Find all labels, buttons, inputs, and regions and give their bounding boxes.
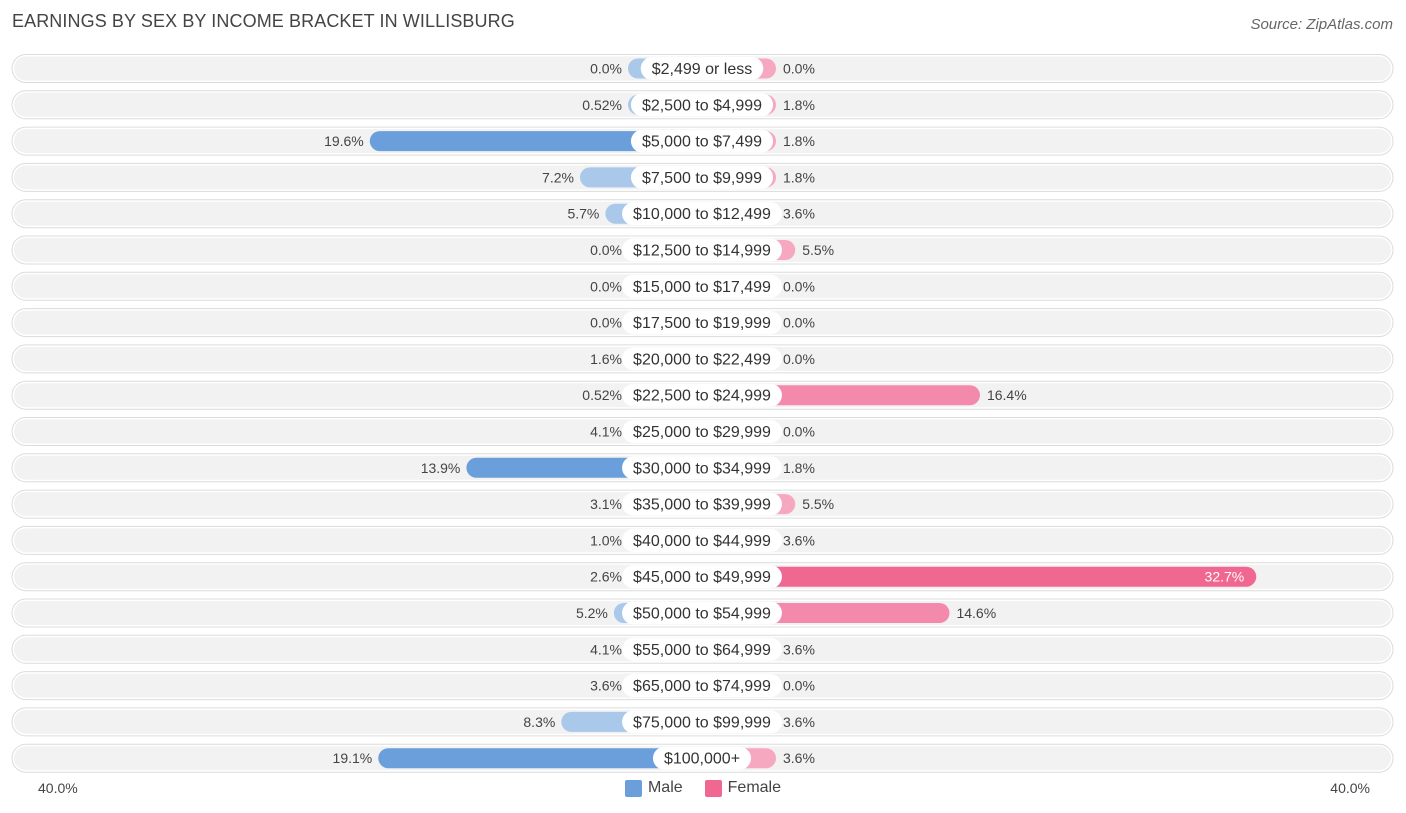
axis-label-left: 40.0% xyxy=(38,780,78,796)
category-label-pill xyxy=(622,710,782,734)
category-label-pill xyxy=(622,528,782,552)
category-label-pill xyxy=(622,456,782,480)
male-value-label: 5.7% xyxy=(567,206,599,222)
male-bar xyxy=(378,748,702,769)
category-label-pill xyxy=(622,274,782,298)
female-value-label: 1.8% xyxy=(783,97,815,113)
female-bar xyxy=(702,566,1257,587)
category-label-pill xyxy=(630,93,774,117)
category-label-pill xyxy=(622,601,782,625)
male-value-label: 4.1% xyxy=(590,641,622,657)
category-label-pill xyxy=(622,238,782,262)
female-value-label: 16.4% xyxy=(987,387,1027,403)
category-label: $10,000 to $12,499 xyxy=(633,206,771,223)
category-label: $2,499 or less xyxy=(652,61,753,78)
female-value-label: 1.8% xyxy=(783,460,815,476)
legend: Male Female xyxy=(0,778,1406,798)
category-label-pill xyxy=(622,674,782,698)
category-label: $7,500 to $9,999 xyxy=(642,170,762,187)
category-label: $17,500 to $19,999 xyxy=(633,315,771,332)
male-value-label: 5.2% xyxy=(576,605,608,621)
category-label: $20,000 to $22,499 xyxy=(633,351,771,368)
category-label: $35,000 to $39,999 xyxy=(633,497,771,514)
legend-label-female: Female xyxy=(727,779,782,796)
category-label: $25,000 to $29,999 xyxy=(633,424,771,441)
category-label: $30,000 to $34,999 xyxy=(633,460,771,477)
female-value-label: 3.6% xyxy=(783,641,815,657)
female-value-label: 32.7% xyxy=(1205,569,1245,585)
category-label: $55,000 to $64,999 xyxy=(633,642,771,659)
male-bar xyxy=(369,131,702,152)
legend-item-male: Male xyxy=(624,778,683,798)
male-value-label: 1.0% xyxy=(590,532,622,548)
chart-title: EARNINGS BY SEX BY INCOME BRACKET IN WIL… xyxy=(12,11,515,31)
category-label: $100,000+ xyxy=(664,751,740,768)
category-label-pill xyxy=(622,492,782,516)
female-value-label: 0.0% xyxy=(783,678,815,694)
axis-label-right: 40.0% xyxy=(1330,780,1370,796)
female-value-label: 1.8% xyxy=(783,133,815,149)
category-label: $45,000 to $49,999 xyxy=(633,569,771,586)
female-value-label: 3.6% xyxy=(783,750,815,766)
male-value-label: 19.1% xyxy=(333,750,373,766)
female-value-label: 1.8% xyxy=(783,169,815,185)
legend-label-male: Male xyxy=(647,779,683,796)
category-label-pill xyxy=(622,637,782,661)
female-value-label: 0.0% xyxy=(783,61,815,77)
female-value-label: 0.0% xyxy=(783,351,815,367)
category-label-pill xyxy=(652,746,752,770)
male-value-label: 1.6% xyxy=(590,351,622,367)
male-value-label: 3.6% xyxy=(590,678,622,694)
legend-swatch-male xyxy=(624,779,642,797)
category-label-pill xyxy=(622,383,782,407)
category-label: $75,000 to $99,999 xyxy=(633,714,771,731)
legend-item-female: Female xyxy=(704,778,782,798)
female-value-label: 0.0% xyxy=(783,278,815,294)
female-value-label: 3.6% xyxy=(783,532,815,548)
male-value-label: 13.9% xyxy=(421,460,461,476)
category-label: $5,000 to $7,499 xyxy=(642,134,762,151)
category-label-pill xyxy=(622,347,782,371)
male-value-label: 19.6% xyxy=(324,133,364,149)
category-label: $15,000 to $17,499 xyxy=(633,279,771,296)
male-value-label: 0.0% xyxy=(590,61,622,77)
male-value-label: 0.52% xyxy=(582,387,622,403)
male-value-label: 0.0% xyxy=(590,278,622,294)
male-value-label: 0.0% xyxy=(590,315,622,331)
category-label-pill xyxy=(640,57,764,80)
female-value-label: 3.6% xyxy=(783,714,815,730)
male-value-label: 0.0% xyxy=(590,242,622,258)
category-label: $22,500 to $24,999 xyxy=(633,388,771,405)
source-note: Source: ZipAtlas.com xyxy=(1250,16,1393,33)
legend-swatch-female xyxy=(704,779,722,797)
category-label-pill xyxy=(630,129,774,153)
male-value-label: 4.1% xyxy=(590,424,622,440)
category-label: $50,000 to $54,999 xyxy=(633,606,771,623)
male-value-label: 3.1% xyxy=(590,496,622,512)
category-label-pill xyxy=(622,202,782,226)
female-value-label: 5.5% xyxy=(802,242,834,258)
female-value-label: 5.5% xyxy=(802,496,834,512)
male-value-label: 2.6% xyxy=(590,569,622,585)
category-label: $2,500 to $4,999 xyxy=(642,97,762,114)
female-value-label: 3.6% xyxy=(783,206,815,222)
female-value-label: 0.0% xyxy=(783,315,815,331)
category-label-pill xyxy=(622,420,782,443)
category-label: $12,500 to $14,999 xyxy=(633,243,771,260)
male-value-label: 8.3% xyxy=(523,714,555,730)
male-value-label: 7.2% xyxy=(542,169,574,185)
female-value-label: 0.0% xyxy=(783,424,815,440)
male-value-label: 0.52% xyxy=(582,97,622,113)
category-label: $40,000 to $44,999 xyxy=(633,533,771,550)
category-label-pill xyxy=(622,311,782,335)
category-label-pill xyxy=(630,165,774,189)
category-label: $65,000 to $74,999 xyxy=(633,678,771,695)
female-value-label: 14.6% xyxy=(956,605,996,621)
category-label-pill xyxy=(622,565,782,589)
